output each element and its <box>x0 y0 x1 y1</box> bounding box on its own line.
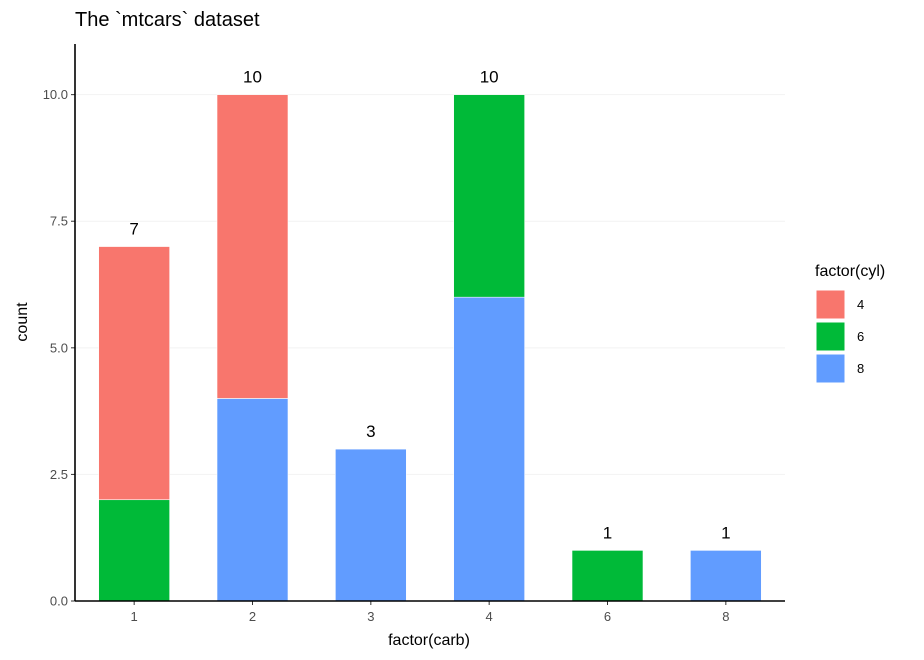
legend-key-8 <box>815 353 846 384</box>
total-label-carb-2: 10 <box>243 68 262 87</box>
legend-label-4: 4 <box>857 297 864 312</box>
y-axis-title: count <box>14 302 31 342</box>
y-tick-label: 7.5 <box>50 214 68 229</box>
bar-segment-carb-2-cyl-4 <box>216 94 289 399</box>
bar-segment-carb-2-cyl-8 <box>216 398 289 602</box>
legend-key-6 <box>815 321 846 352</box>
x-tick-label: 4 <box>486 609 493 624</box>
total-label-carb-8: 1 <box>721 523 730 542</box>
legend-label-8: 8 <box>857 361 864 376</box>
total-label-carb-6: 1 <box>603 523 612 542</box>
bar-segment-carb-4-cyl-6 <box>453 94 525 298</box>
y-tick-label: 2.5 <box>50 467 68 482</box>
total-label-carb-4: 10 <box>480 68 499 87</box>
data-labels: 7 10 3 10 1 1 <box>129 68 730 543</box>
x-tick-label: 8 <box>722 609 729 624</box>
legend-title: factor(cyl) <box>815 263 885 280</box>
bar-segment-carb-4-cyl-8 <box>453 296 525 602</box>
x-axis-title: factor(carb) <box>388 632 470 649</box>
chart-title: The `mtcars` dataset <box>75 9 260 31</box>
x-tick-label: 2 <box>249 609 256 624</box>
axes: 0.0 2.5 5.0 7.5 10.0 1 2 3 4 6 8 <box>43 44 785 624</box>
legend: factor(cyl) 4 6 8 <box>815 263 885 384</box>
y-tick-label: 10.0 <box>43 87 68 102</box>
legend-key-4 <box>815 289 846 320</box>
bars <box>98 94 762 602</box>
bar-segment-carb-8-cyl-8 <box>690 550 762 602</box>
total-label-carb-3: 3 <box>366 422 375 441</box>
bar-segment-carb-1-cyl-6 <box>98 499 170 602</box>
legend-label-6: 6 <box>857 329 864 344</box>
gridlines <box>75 94 785 602</box>
x-tick-label: 6 <box>604 609 611 624</box>
x-tick-label: 3 <box>367 609 374 624</box>
bar-segment-carb-3-cyl-8 <box>335 448 407 602</box>
bar-segment-carb-6-cyl-6 <box>571 550 644 602</box>
bar-segment-carb-1-cyl-4 <box>98 246 170 501</box>
x-tick-label: 1 <box>131 609 138 624</box>
y-tick-label: 5.0 <box>50 340 68 355</box>
y-tick-label: 0.0 <box>50 594 68 609</box>
total-label-carb-1: 7 <box>129 220 138 239</box>
